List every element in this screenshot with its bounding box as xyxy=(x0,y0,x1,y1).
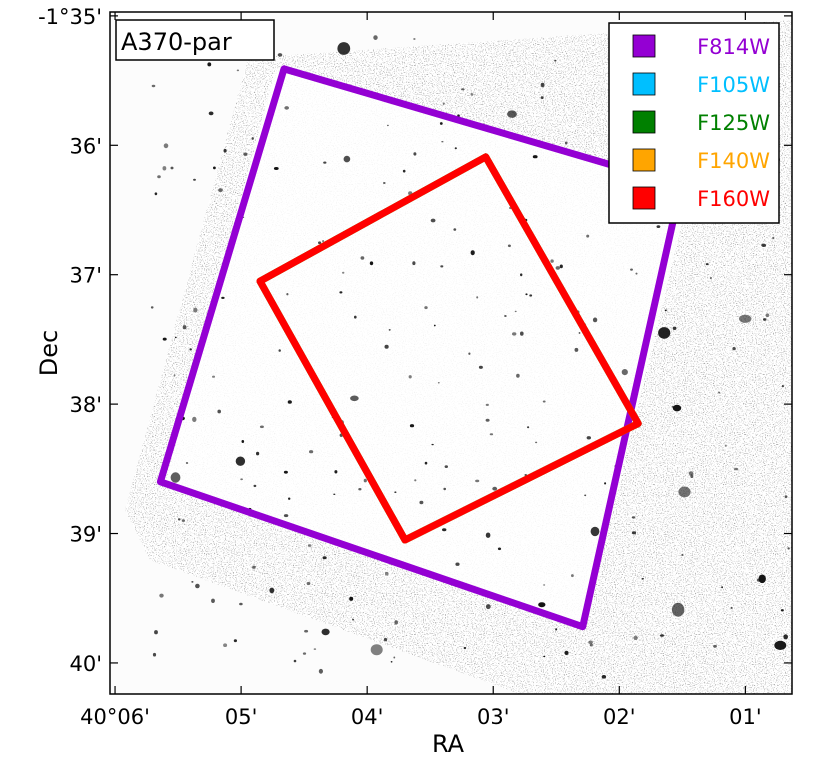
legend-label-f814w: F814W xyxy=(697,35,770,59)
y-tick-label: 37' xyxy=(70,264,103,288)
panel-label: A370-par xyxy=(121,28,232,56)
y-tick-label: 36' xyxy=(70,134,103,158)
y-tick-label: 39' xyxy=(70,523,103,547)
y-axis: -1°35' 36' 37' 38' 39' 40' xyxy=(38,5,792,676)
x-tick-label: 02' xyxy=(603,705,636,729)
x-axis: 40°06' 05' 04' 03' 02' 01' xyxy=(80,12,762,729)
y-axis-label: Dec xyxy=(35,330,63,376)
footprint-f160w xyxy=(256,153,642,544)
panel-label-box: A370-par xyxy=(115,19,275,61)
footprint-f814w xyxy=(156,65,685,631)
plot-frame xyxy=(109,11,793,695)
legend-label-f105w: F105W xyxy=(697,73,770,97)
y-tick-label: -1°35' xyxy=(38,5,102,29)
legend-label-f125w: F125W xyxy=(697,111,770,135)
legend-swatch-f814w xyxy=(632,34,656,58)
x-axis-label: RA xyxy=(432,730,465,758)
x-tick-label: 04' xyxy=(351,705,384,729)
legend-label-f160w: F160W xyxy=(697,187,770,211)
legend-swatch-f140w xyxy=(632,148,656,172)
y-tick-label: 38' xyxy=(70,393,103,417)
x-tick-label: 40°06' xyxy=(80,705,150,729)
y-tick-label: 40' xyxy=(70,652,103,676)
legend-swatch-f160w xyxy=(632,186,656,210)
footprint-layer xyxy=(156,65,685,631)
x-tick-label: 01' xyxy=(729,705,762,729)
legend-swatch-f125w xyxy=(632,110,656,134)
legend-label-f140w: F140W xyxy=(697,149,770,173)
legend: F814W F105W F125W F140W F160W xyxy=(608,22,780,224)
x-tick-label: 05' xyxy=(225,705,258,729)
x-tick-label: 03' xyxy=(477,705,510,729)
legend-swatch-f105w xyxy=(632,72,656,96)
